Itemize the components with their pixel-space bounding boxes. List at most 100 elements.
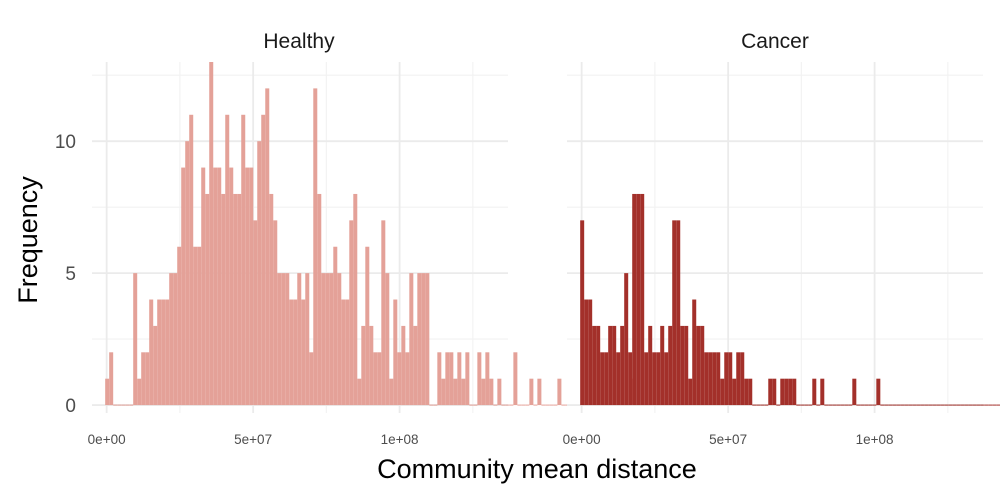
y-axis-title: Frequency [13, 176, 43, 304]
histogram-bar [688, 378, 693, 406]
histogram-bar [632, 193, 637, 406]
histogram-bar [389, 378, 394, 406]
histogram-bar [133, 273, 138, 406]
histogram-bar [820, 378, 825, 406]
histogram-bar [261, 114, 266, 406]
histogram-bar [628, 352, 633, 406]
histogram-bar [145, 352, 150, 406]
histogram-bar [449, 352, 454, 406]
histogram-bar [297, 273, 302, 406]
histogram-bar [165, 299, 170, 406]
histogram-bar [712, 352, 717, 406]
histogram-bar [652, 352, 657, 406]
histogram-bar [293, 299, 298, 406]
histogram-bar [381, 220, 386, 406]
histogram-bar [812, 378, 817, 406]
histogram-bar [724, 352, 729, 406]
histogram-bar [660, 325, 665, 406]
histogram-bar [616, 352, 621, 406]
histogram-bar [676, 220, 681, 406]
histogram-bar [281, 273, 286, 406]
histogram-bar [672, 220, 677, 406]
panel-cancer: Cancer 0e+00 5e+07 1e+08 [563, 30, 1000, 447]
histogram-bar [584, 299, 589, 406]
histogram-bar [325, 273, 330, 406]
histogram-bar [393, 299, 398, 406]
histogram-bar [329, 273, 334, 406]
histogram-bar [225, 114, 230, 406]
x-tick-label: 5e+07 [709, 432, 747, 447]
histogram-bar [277, 273, 282, 406]
histogram-bar [137, 378, 142, 406]
histogram-bar [413, 325, 418, 406]
x-tick-label: 1e+08 [856, 432, 894, 447]
histogram-bar [309, 352, 314, 406]
histogram-bar [345, 299, 350, 406]
histogram-bar [157, 299, 162, 406]
histogram-bar [445, 352, 450, 406]
histogram-bar [241, 114, 246, 406]
histogram-bar [716, 352, 721, 406]
histogram-bar [648, 325, 653, 406]
histogram-bar [301, 299, 306, 406]
histogram-bar [792, 378, 797, 406]
histogram-bar [181, 167, 186, 406]
histogram-bar [353, 193, 358, 406]
y-axis-ticks: 0 5 10 [55, 132, 76, 417]
histogram-bar [772, 378, 777, 406]
histogram-bar [465, 352, 470, 406]
histogram-bar [744, 378, 749, 406]
histogram-bar [620, 325, 625, 406]
histogram-bar [269, 193, 274, 406]
y-tick-label: 5 [65, 264, 76, 285]
histogram-bar [361, 325, 366, 406]
histogram-bar [377, 352, 382, 406]
histogram-bar [401, 325, 406, 406]
histogram-bar [169, 273, 174, 406]
x-tick-label: 1e+08 [381, 432, 419, 447]
histogram-bar [784, 378, 789, 406]
histogram-bar [876, 378, 881, 406]
x-tick-label: 5e+07 [234, 432, 272, 447]
histogram-bar [612, 325, 617, 406]
histogram-bar [696, 325, 701, 406]
histogram-bar [780, 378, 785, 406]
histogram-bar [385, 273, 390, 406]
histogram-bar [173, 273, 178, 406]
histogram-bar [513, 352, 518, 406]
histogram-bars [105, 62, 634, 406]
histogram-bar [305, 273, 310, 406]
histogram-bar [233, 193, 238, 406]
histogram-bar [425, 273, 430, 406]
histogram-bar [357, 378, 362, 406]
histogram-bar [588, 299, 593, 406]
histogram-bar [417, 273, 422, 406]
histogram-bar [333, 246, 338, 406]
histogram-bar [313, 88, 318, 406]
histogram-bar [337, 273, 342, 406]
y-tick-label: 0 [65, 396, 76, 417]
histogram-bar [461, 378, 466, 406]
histogram-bar [341, 299, 346, 406]
histogram-bar [437, 352, 442, 406]
histogram-bar [441, 378, 446, 406]
histogram-bars [580, 193, 1000, 406]
histogram-bar [497, 378, 502, 406]
histogram-bar [289, 299, 294, 406]
x-axis-title: Community mean distance [377, 454, 697, 484]
histogram-bar [221, 193, 226, 406]
histogram-bar [421, 273, 426, 406]
histogram-bar [600, 352, 605, 406]
histogram-bar [213, 167, 218, 406]
histogram-bar [664, 352, 669, 406]
histogram-bar [692, 299, 697, 406]
histogram-bar [592, 325, 597, 406]
histogram-bar [217, 167, 222, 406]
histogram-bar [624, 273, 629, 406]
histogram-bar [373, 352, 378, 406]
x-tick-label: 0e+00 [88, 432, 126, 447]
histogram-bar [740, 352, 745, 406]
panel-title-cancer: Cancer [741, 30, 809, 53]
histogram-bar [245, 167, 250, 406]
histogram-bar [229, 167, 234, 406]
